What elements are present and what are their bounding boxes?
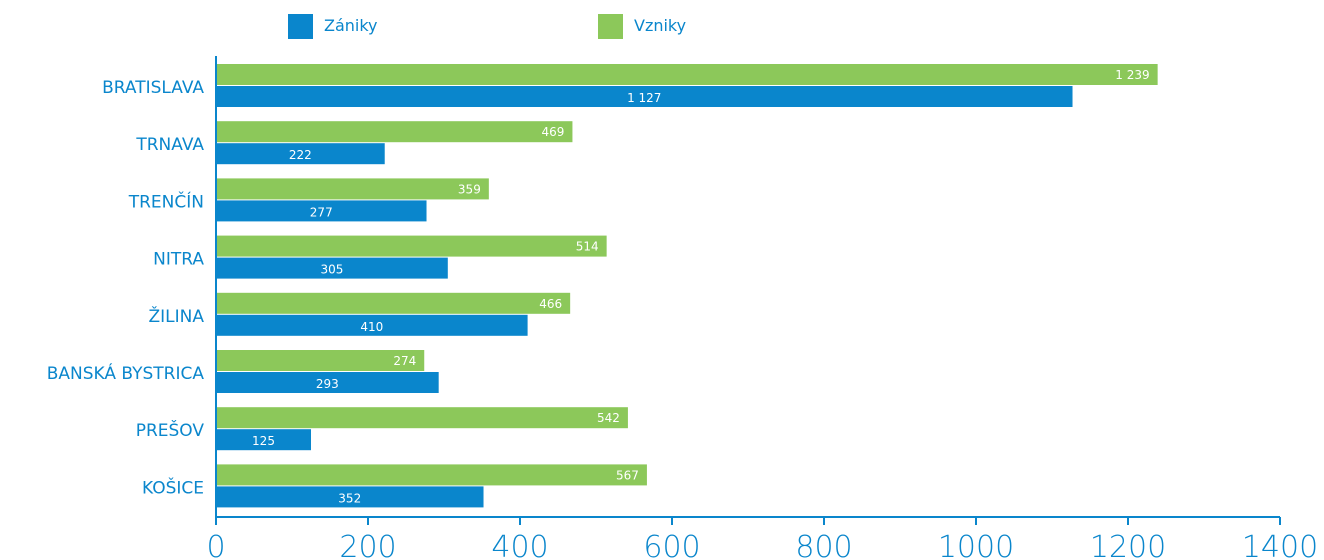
x-tick-label: 1000 <box>938 530 1014 560</box>
x-tick-label: 200 <box>339 530 396 560</box>
x-tick-label: 0 <box>206 530 225 560</box>
bar-zaniky <box>216 257 448 279</box>
bar-zaniky <box>216 314 528 336</box>
legend: Zániky Vzniky <box>288 14 686 39</box>
x-tick-label: 1400 <box>1242 530 1318 560</box>
bar-zaniky <box>216 372 439 393</box>
data-label-zaniky: 125 <box>252 434 275 448</box>
legend-label-zániky: Zániky <box>324 16 378 35</box>
data-label-zaniky: 293 <box>316 377 339 391</box>
bar-vzniky <box>216 235 607 257</box>
data-label-zaniky: 352 <box>338 491 361 505</box>
data-label-zaniky: 410 <box>360 320 383 334</box>
legend-swatch-zániky <box>288 14 313 39</box>
bar-zaniky <box>216 200 427 222</box>
legend-swatch-vzniky <box>598 14 623 39</box>
data-label-zaniky: 222 <box>289 148 312 162</box>
category-label: TRENČÍN <box>128 190 204 212</box>
data-label-vzniky: 514 <box>576 240 599 254</box>
bar-vzniky <box>216 350 425 371</box>
data-label-vzniky: 567 <box>616 468 639 482</box>
legend-label-vzniky: Vzniky <box>634 16 686 35</box>
x-tick-label: 600 <box>643 530 700 560</box>
x-axis: 0 200 400 600 800 1000 1200 1400 <box>206 56 1318 560</box>
category-label: ŽILINA <box>149 305 205 327</box>
data-label-vzniky: 359 <box>458 182 481 196</box>
category-label: KOŠICE <box>142 476 204 498</box>
data-label-vzniky: 274 <box>393 354 416 368</box>
bars: 1 239 1 127 469 222 359 277 514 305 466 410 274 293… <box>216 64 1158 508</box>
bar-vzniky <box>216 407 628 429</box>
data-label-zaniky: 277 <box>310 205 333 219</box>
bar-vzniky <box>216 178 489 200</box>
bar-zaniky <box>216 486 484 508</box>
category-label: PREŠOV <box>136 419 205 441</box>
category-label: TRNAVA <box>135 135 204 155</box>
bar-zaniky <box>216 429 311 451</box>
data-label-vzniky: 466 <box>539 297 562 311</box>
data-label-vzniky: 469 <box>542 125 565 139</box>
data-label-zaniky: 305 <box>320 263 343 277</box>
bar-vzniky <box>216 64 1158 85</box>
bar-vzniky <box>216 292 571 314</box>
bar-zaniky <box>216 86 1073 107</box>
bar-vzniky <box>216 121 573 143</box>
category-label: BANSKÁ BYSTRICA <box>47 362 205 384</box>
x-tick-label: 1200 <box>1090 530 1166 560</box>
category-label: BRATISLAVA <box>102 78 204 98</box>
bar-zaniky <box>216 143 385 165</box>
data-label-vzniky: 542 <box>597 411 620 425</box>
data-label-vzniky: 1 239 <box>1115 68 1149 82</box>
x-tick-label: 800 <box>795 530 852 560</box>
category-labels: BRATISLAVA TRNAVA TRENČÍN NITRA ŽILINA BANSKÁ… <box>47 78 205 498</box>
bar-vzniky <box>216 464 647 486</box>
data-label-zaniky: 1 127 <box>627 91 661 105</box>
x-tick-label: 400 <box>491 530 548 560</box>
category-label: NITRA <box>153 250 204 270</box>
